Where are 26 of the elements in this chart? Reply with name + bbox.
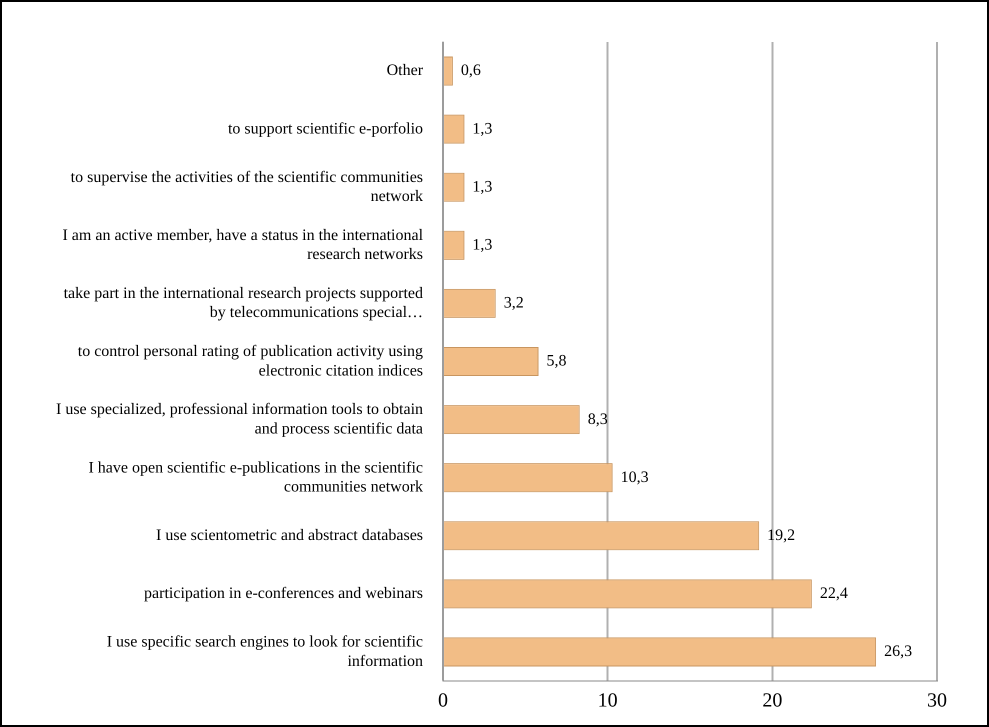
y-tick-label: I use specific search engines to look for scientific information: [106, 634, 424, 670]
x-tick-label: 30: [927, 689, 947, 712]
data-label: 1,3: [472, 120, 492, 138]
data-label: 19,2: [767, 526, 796, 544]
y-tick-label: Other: [386, 62, 424, 80]
y-tick-label: to control personal rating of publication activity using electronic citation indices: [78, 343, 424, 380]
x-tick-label: 10: [598, 689, 618, 712]
data-label: 1,3: [472, 236, 492, 254]
y-tick-label: I use scientometric and abstract databases: [156, 526, 424, 544]
data-label: 5,8: [546, 352, 567, 370]
y-tick-label: to supervise the activities of the scientific communities network: [70, 168, 424, 206]
y-tick-label: I am an active member, have a status in the international research networks: [62, 226, 424, 264]
y-tick-label: take part in the international research projects supported by telecommunications special…: [64, 285, 424, 322]
data-label: 26,3: [884, 643, 912, 660]
y-tick-label: I use specialized, professional information tools to obtain and process scientific data: [56, 401, 424, 438]
y-tick-label: to support scientific e-porfolio: [228, 120, 424, 138]
data-label: 10,3: [620, 468, 649, 486]
data-label: 3,2: [504, 294, 524, 312]
data-label: 8,3: [588, 410, 608, 428]
data-label: 22,4: [820, 585, 848, 602]
data-label: 0,6: [460, 62, 481, 80]
data-label: 1,3: [472, 178, 492, 196]
y-tick-label: I have open scientific e-publications in the scientific communities network: [88, 459, 424, 496]
x-tick-label: 20: [762, 689, 782, 712]
x-tick-label: 0: [438, 689, 448, 712]
y-tick-label: participation in e-conferences and webinars: [144, 585, 424, 602]
